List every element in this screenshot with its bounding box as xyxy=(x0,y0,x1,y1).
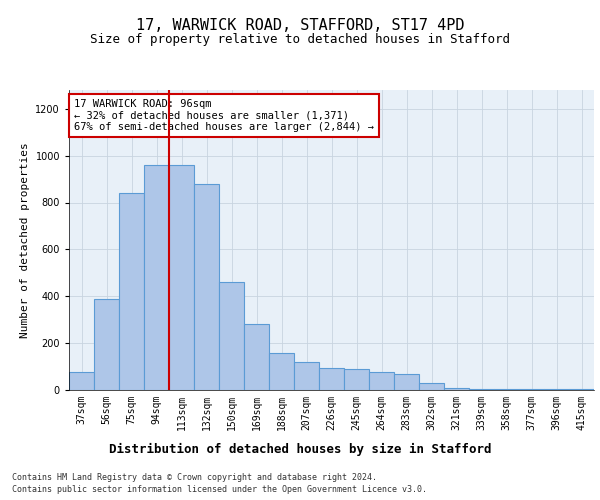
Bar xyxy=(369,372,394,390)
Text: 17, WARWICK ROAD, STAFFORD, ST17 4PD: 17, WARWICK ROAD, STAFFORD, ST17 4PD xyxy=(136,18,464,32)
Bar xyxy=(69,372,94,390)
Bar xyxy=(244,324,269,390)
Bar xyxy=(319,368,344,390)
Bar xyxy=(419,383,444,390)
Bar xyxy=(294,362,319,390)
Bar xyxy=(494,389,519,390)
Bar xyxy=(169,165,194,390)
Bar xyxy=(544,389,569,390)
Bar xyxy=(269,352,294,390)
Bar xyxy=(194,184,219,390)
Bar xyxy=(519,389,544,390)
Bar xyxy=(444,388,469,390)
Bar xyxy=(344,369,369,390)
Text: Contains HM Land Registry data © Crown copyright and database right 2024.: Contains HM Land Registry data © Crown c… xyxy=(12,472,377,482)
Bar xyxy=(569,389,594,390)
Bar xyxy=(469,389,494,390)
Bar xyxy=(394,374,419,390)
Text: Size of property relative to detached houses in Stafford: Size of property relative to detached ho… xyxy=(90,32,510,46)
Bar xyxy=(144,165,169,390)
Text: 17 WARWICK ROAD: 96sqm
← 32% of detached houses are smaller (1,371)
67% of semi-: 17 WARWICK ROAD: 96sqm ← 32% of detached… xyxy=(74,99,374,132)
Y-axis label: Number of detached properties: Number of detached properties xyxy=(20,142,30,338)
Bar xyxy=(219,282,244,390)
Text: Contains public sector information licensed under the Open Government Licence v3: Contains public sector information licen… xyxy=(12,485,427,494)
Bar xyxy=(94,298,119,390)
Bar xyxy=(119,193,144,390)
Text: Distribution of detached houses by size in Stafford: Distribution of detached houses by size … xyxy=(109,442,491,456)
